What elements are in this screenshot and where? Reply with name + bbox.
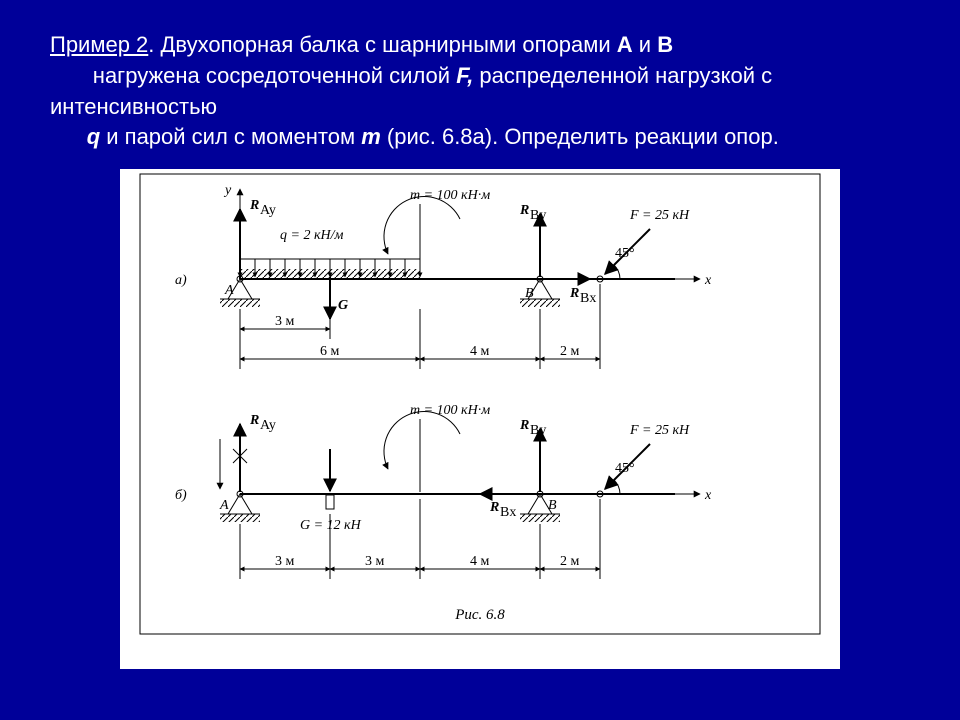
svg-text:45°: 45°: [615, 246, 635, 261]
title-prefix: Пример 2: [50, 32, 148, 57]
svg-text:A: A: [219, 498, 229, 513]
svg-text:R: R: [569, 286, 579, 301]
label-a: а): [175, 273, 187, 288]
svg-text:G = 12 кН: G = 12 кН: [300, 518, 362, 533]
distributed-load: q = 2 кH/м: [240, 228, 420, 279]
label-b: б): [175, 488, 187, 503]
svg-text:B: B: [548, 498, 557, 513]
subfigure-a: а) x y R Ay A: [175, 183, 712, 369]
svg-text:x: x: [704, 488, 712, 503]
svg-text:m = 100 кH·м: m = 100 кH·м: [410, 403, 490, 418]
figure-caption: Рис. 6.8: [454, 607, 505, 623]
svg-text:q = 2 кH/м: q = 2 кH/м: [280, 228, 343, 243]
svg-text:Ay: Ay: [260, 418, 276, 433]
svg-text:Bx: Bx: [500, 505, 516, 520]
svg-text:R: R: [519, 418, 529, 433]
svg-text:45°: 45°: [615, 461, 635, 476]
problem-statement: Пример 2. Двухопорная балка с шарнирными…: [50, 30, 910, 153]
svg-text:6 м: 6 м: [320, 344, 340, 359]
svg-text:R: R: [489, 500, 499, 515]
svg-text:B: B: [525, 286, 534, 301]
svg-text:y: y: [223, 183, 232, 198]
svg-text:3 м: 3 м: [365, 554, 385, 569]
svg-text:R: R: [249, 413, 259, 428]
svg-text:m = 100 кH·м: m = 100 кH·м: [410, 188, 490, 203]
subfigure-b: б) x A R Ay: [175, 403, 712, 579]
svg-text:x: x: [704, 273, 712, 288]
svg-text:F = 25 кН: F = 25 кН: [629, 423, 690, 438]
svg-text:G: G: [338, 298, 348, 313]
svg-text:4 м: 4 м: [470, 554, 490, 569]
svg-text:Ay: Ay: [260, 203, 276, 218]
svg-text:4 м: 4 м: [470, 344, 490, 359]
svg-text:2 м: 2 м: [560, 344, 580, 359]
beam-diagram: а) x y R Ay A: [120, 169, 840, 669]
svg-text:3 м: 3 м: [275, 554, 295, 569]
svg-text:By: By: [530, 423, 546, 438]
svg-text:3 м: 3 м: [275, 314, 295, 329]
svg-text:R: R: [249, 198, 259, 213]
svg-text:By: By: [530, 208, 546, 223]
svg-text:F = 25 кН: F = 25 кН: [629, 208, 690, 223]
svg-text:2 м: 2 м: [560, 554, 580, 569]
svg-text:R: R: [519, 203, 529, 218]
svg-text:A: A: [224, 283, 234, 298]
svg-text:Bx: Bx: [580, 291, 596, 306]
